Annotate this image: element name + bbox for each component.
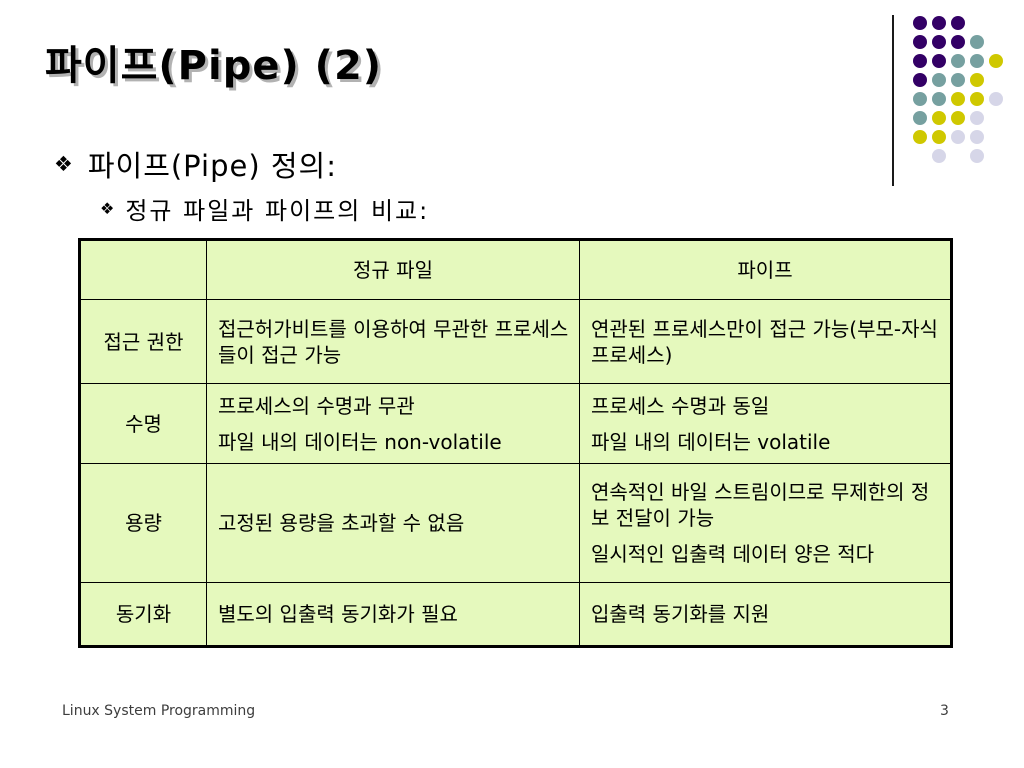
cell-text: 파일 내의 데이터는 non-volatile bbox=[218, 429, 502, 454]
header-cell-pipe: 파이프 bbox=[579, 239, 952, 300]
decor-dot bbox=[913, 111, 927, 125]
cell-text: 연속적인 바일 스트림이므로 무제한의 정보 전달이 가능 bbox=[591, 480, 930, 530]
decor-dot bbox=[932, 130, 946, 144]
decor-dot bbox=[913, 54, 927, 68]
decor-dot bbox=[951, 130, 965, 144]
table-row: 동기화 별도의 입출력 동기화가 필요 입출력 동기화를 지원 bbox=[79, 582, 952, 647]
comparison-table: 정규 파일 파이프 접근 권한 접근허가비트를 이용하여 무관한 프로세스들이 … bbox=[78, 238, 953, 648]
table-header-row: 정규 파일 파이프 bbox=[79, 239, 952, 300]
decor-dot bbox=[989, 54, 1003, 68]
decor-dot bbox=[932, 149, 946, 163]
bullet-text: 파이프(Pipe) 정의: bbox=[87, 149, 338, 183]
decor-dot bbox=[913, 130, 927, 144]
cell-text: 접근허가비트를 이용하여 무관한 프로세스들이 접근 가능 bbox=[218, 316, 569, 367]
regular-file-cell: 별도의 입출력 동기화가 필요 bbox=[206, 582, 580, 647]
decor-dot bbox=[913, 35, 927, 49]
footer-course-name: Linux System Programming bbox=[62, 703, 256, 719]
regular-file-cell: 접근허가비트를 이용하여 무관한 프로세스들이 접근 가능 bbox=[206, 299, 580, 384]
decor-dot bbox=[970, 54, 984, 68]
diamond-bullet-icon: ❖ bbox=[54, 152, 73, 176]
cell-text: 파일 내의 데이터는 volatile bbox=[591, 429, 831, 454]
decor-dot bbox=[951, 92, 965, 106]
decor-dot bbox=[932, 54, 946, 68]
cell-text: 고정된 용량을 초과할 수 없음 bbox=[218, 511, 465, 535]
bullet-text: 정규 파일과 파이프의 비교: bbox=[125, 197, 430, 225]
row-label: 수명 bbox=[79, 383, 207, 464]
decor-dot bbox=[913, 16, 927, 30]
diamond-bullet-icon: ❖ bbox=[100, 199, 115, 218]
bullet-item-comparison: ❖ 정규 파일과 파이프의 비교: bbox=[100, 191, 429, 226]
row-label: 동기화 bbox=[79, 582, 207, 647]
table-row: 접근 권한 접근허가비트를 이용하여 무관한 프로세스들이 접근 가능 연관된 … bbox=[79, 299, 952, 384]
header-cell-empty bbox=[79, 239, 207, 300]
cell-text: 연관된 프로세스만이 접근 가능(부모-자식 프로세스) bbox=[591, 316, 938, 367]
decor-dot bbox=[913, 92, 927, 106]
cell-text: 입출력 동기화를 지원 bbox=[591, 602, 770, 626]
decor-dot bbox=[932, 111, 946, 125]
decor-dot bbox=[970, 92, 984, 106]
decor-dot bbox=[970, 73, 984, 87]
row-label: 용량 bbox=[79, 463, 207, 583]
decor-dot bbox=[951, 35, 965, 49]
decor-vertical-line bbox=[892, 15, 894, 186]
decor-dot bbox=[932, 92, 946, 106]
table-row: 용량 고정된 용량을 초과할 수 없음 연속적인 바일 스트림이므로 무제한의 … bbox=[79, 463, 952, 583]
decor-dot bbox=[989, 92, 1003, 106]
decor-dot bbox=[913, 73, 927, 87]
decor-dot bbox=[970, 111, 984, 125]
decor-dot bbox=[951, 16, 965, 30]
page-number: 3 bbox=[940, 703, 949, 719]
cell-text: 프로세스 수명과 동일 bbox=[591, 393, 770, 418]
bullet-item-definition: ❖ 파이프(Pipe) 정의: bbox=[54, 143, 337, 185]
decor-dot bbox=[970, 35, 984, 49]
row-label: 접근 권한 bbox=[79, 299, 207, 384]
cell-text: 별도의 입출력 동기화가 필요 bbox=[218, 602, 458, 626]
regular-file-cell: 고정된 용량을 초과할 수 없음 bbox=[206, 463, 580, 583]
regular-file-cell: 프로세스의 수명과 무관 파일 내의 데이터는 non-volatile bbox=[206, 383, 580, 464]
table-row: 수명 프로세스의 수명과 무관 파일 내의 데이터는 non-volatile … bbox=[79, 383, 952, 464]
decor-dot bbox=[970, 130, 984, 144]
pipe-cell: 연속적인 바일 스트림이므로 무제한의 정보 전달이 가능 일시적인 입출력 데… bbox=[579, 463, 952, 583]
header-cell-regular-file: 정규 파일 bbox=[206, 239, 580, 300]
decor-dot bbox=[932, 16, 946, 30]
decor-dot bbox=[951, 111, 965, 125]
decor-dot bbox=[970, 149, 984, 163]
pipe-cell: 입출력 동기화를 지원 bbox=[579, 582, 952, 647]
pipe-cell: 연관된 프로세스만이 접근 가능(부모-자식 프로세스) bbox=[579, 299, 952, 384]
decor-dot bbox=[951, 54, 965, 68]
slide-title: 파이프(Pipe) (2) bbox=[45, 43, 383, 89]
cell-text: 일시적인 입출력 데이터 양은 적다 bbox=[591, 542, 875, 566]
decor-dot bbox=[951, 73, 965, 87]
decor-dot bbox=[932, 35, 946, 49]
decor-dot bbox=[932, 73, 946, 87]
cell-text: 프로세스의 수명과 무관 bbox=[218, 393, 415, 418]
pipe-cell: 프로세스 수명과 동일 파일 내의 데이터는 volatile bbox=[579, 383, 952, 464]
